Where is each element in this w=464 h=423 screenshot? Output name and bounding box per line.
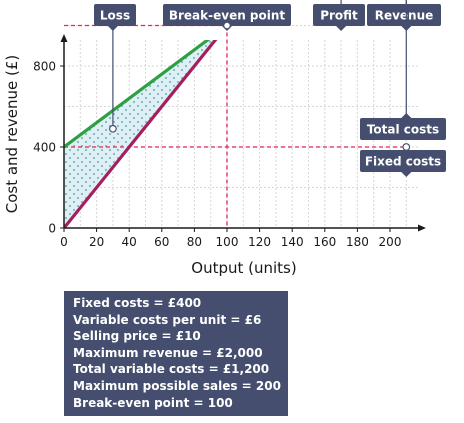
info-line: Fixed costs = £400 [73,296,202,310]
marker-point [108,124,117,133]
annotation-label: Revenue [375,9,434,23]
x-tick-label: 60 [154,235,169,249]
annotations: Loss Break-even point Profit Revenue Total c… [94,0,446,177]
x-tick-label: 0 [60,235,68,249]
annotation-break-even-point: Break-even point [163,4,291,31]
axes [60,34,426,232]
pointer-icon [401,172,412,177]
pointer-icon [336,26,347,31]
x-tick-label: 80 [187,235,202,249]
pointer-icon [107,26,118,31]
annotation-box [367,4,441,26]
tick-labels: 0204060801001201401601802000400800120016… [33,60,402,250]
x-tick-label: 20 [89,235,104,249]
y-tick-label: 0 [48,222,56,236]
annotation-box [360,150,446,172]
annotation-label: Break-even point [169,9,286,23]
info-line: Variable costs per unit = £6 [73,312,262,327]
marker-point [402,143,411,151]
marker-point [223,21,231,30]
info-line: Maximum revenue = £2,000 [73,345,263,360]
x-tick-label: 100 [216,235,239,249]
annotation-label: Fixed costs [365,155,441,169]
y-axis-arrow-icon [60,34,68,42]
revenue-line [64,40,218,228]
x-axis-title: Output (units) [191,259,296,277]
x-tick-label: 140 [281,235,304,249]
annotation-label: Loss [100,9,130,23]
annotation-revenue: Revenue [367,0,441,31]
x-tick-label: 40 [122,235,137,249]
x-tick-label: 200 [379,235,402,249]
annotation-total-costs: Total costs [360,0,446,140]
annotation-box [313,4,365,26]
break-even-chart: 0204060801001201401601802000400800120016… [3,0,446,277]
x-axis-arrow-icon [418,224,426,232]
info-line: Maximum possible sales = 200 [73,378,281,393]
annotation-box [163,4,291,26]
annotation-label: Profit [320,9,358,23]
annotation-loss: Loss [94,4,136,133]
x-tick-label: 160 [313,235,336,249]
annotation-label: Total costs [367,123,439,137]
series-lines [64,40,218,228]
x-tick-label: 180 [346,235,369,249]
annotation-box [360,118,446,140]
pointer-icon [401,113,412,118]
annotation-box [94,4,136,26]
info-line: Break-even point = 100 [73,395,233,410]
x-tick-label: 120 [248,235,271,249]
info-line: Total variable costs = £1,200 [73,362,270,377]
annotation-fixed-costs: Fixed costs [360,143,446,177]
y-axis-title: Cost and revenue (£) [3,55,21,214]
y-tick-label: 800 [33,60,56,74]
info-line: Selling price = £10 [73,329,201,344]
info-box: Fixed costs = £400 Variable costs per un… [64,291,288,417]
y-tick-label: 400 [33,141,56,155]
total-costs-line [64,40,211,149]
annotation-profit: Profit [313,0,365,31]
